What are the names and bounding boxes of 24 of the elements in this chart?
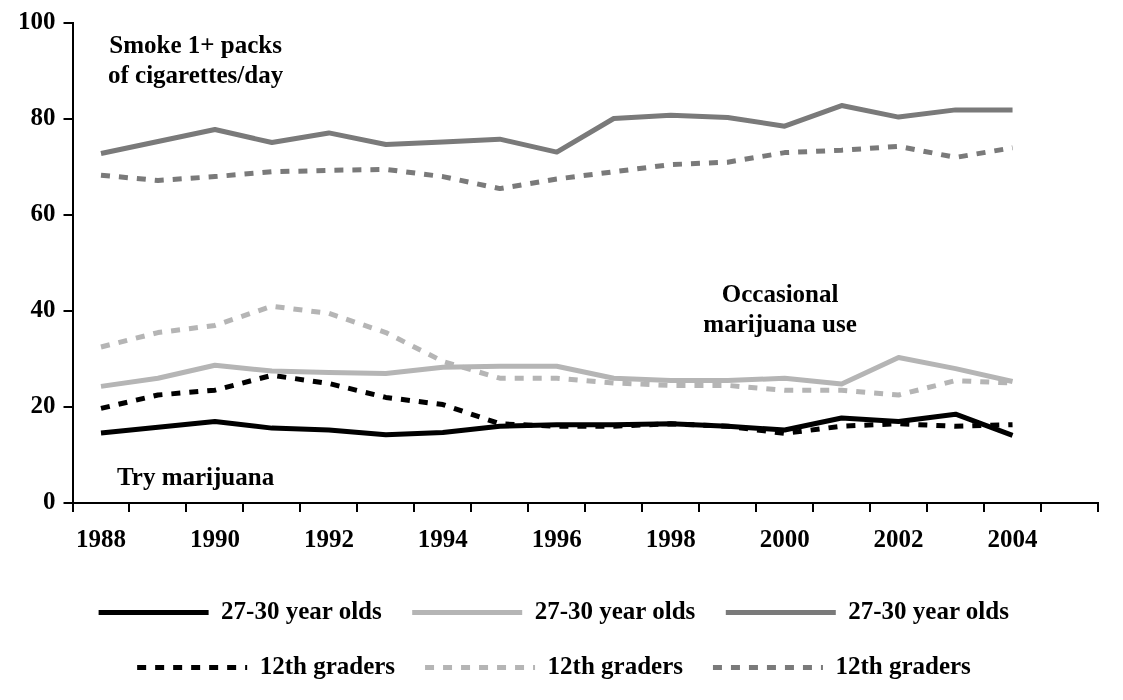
x-tick-label: 1990 xyxy=(189,525,240,553)
y-tick-label: 0 xyxy=(43,487,56,515)
y-tick-label: 60 xyxy=(30,199,56,227)
legend-label: 12th graders xyxy=(259,651,396,679)
annotation: Occasional marijuana use xyxy=(703,280,857,338)
annotation: Try marijuana xyxy=(116,463,275,491)
y-tick-label: 80 xyxy=(30,103,56,131)
legend-label: 12th graders xyxy=(835,651,972,679)
y-tick-label: 100 xyxy=(18,7,56,35)
y-tick-label: 40 xyxy=(30,295,56,323)
annotation: Smoke 1+ packs of cigarettes/day xyxy=(107,30,284,88)
x-tick-label: 1988 xyxy=(75,525,126,553)
x-tick-label: 1998 xyxy=(645,525,696,553)
x-tick-label: 2004 xyxy=(987,525,1039,553)
x-tick-label: 2000 xyxy=(759,525,810,553)
x-tick-label: 1992 xyxy=(303,525,354,553)
x-tick-label: 1996 xyxy=(531,525,582,553)
legend-label: 27-30 year olds xyxy=(534,596,696,624)
y-tick-label: 20 xyxy=(30,391,56,419)
x-tick-label: 1994 xyxy=(417,525,469,553)
legend-label: 27-30 year olds xyxy=(221,596,383,624)
x-tick-label: 2002 xyxy=(873,525,924,553)
legend-label: 12th graders xyxy=(547,651,684,679)
legend-label: 27-30 year olds xyxy=(848,596,1010,624)
